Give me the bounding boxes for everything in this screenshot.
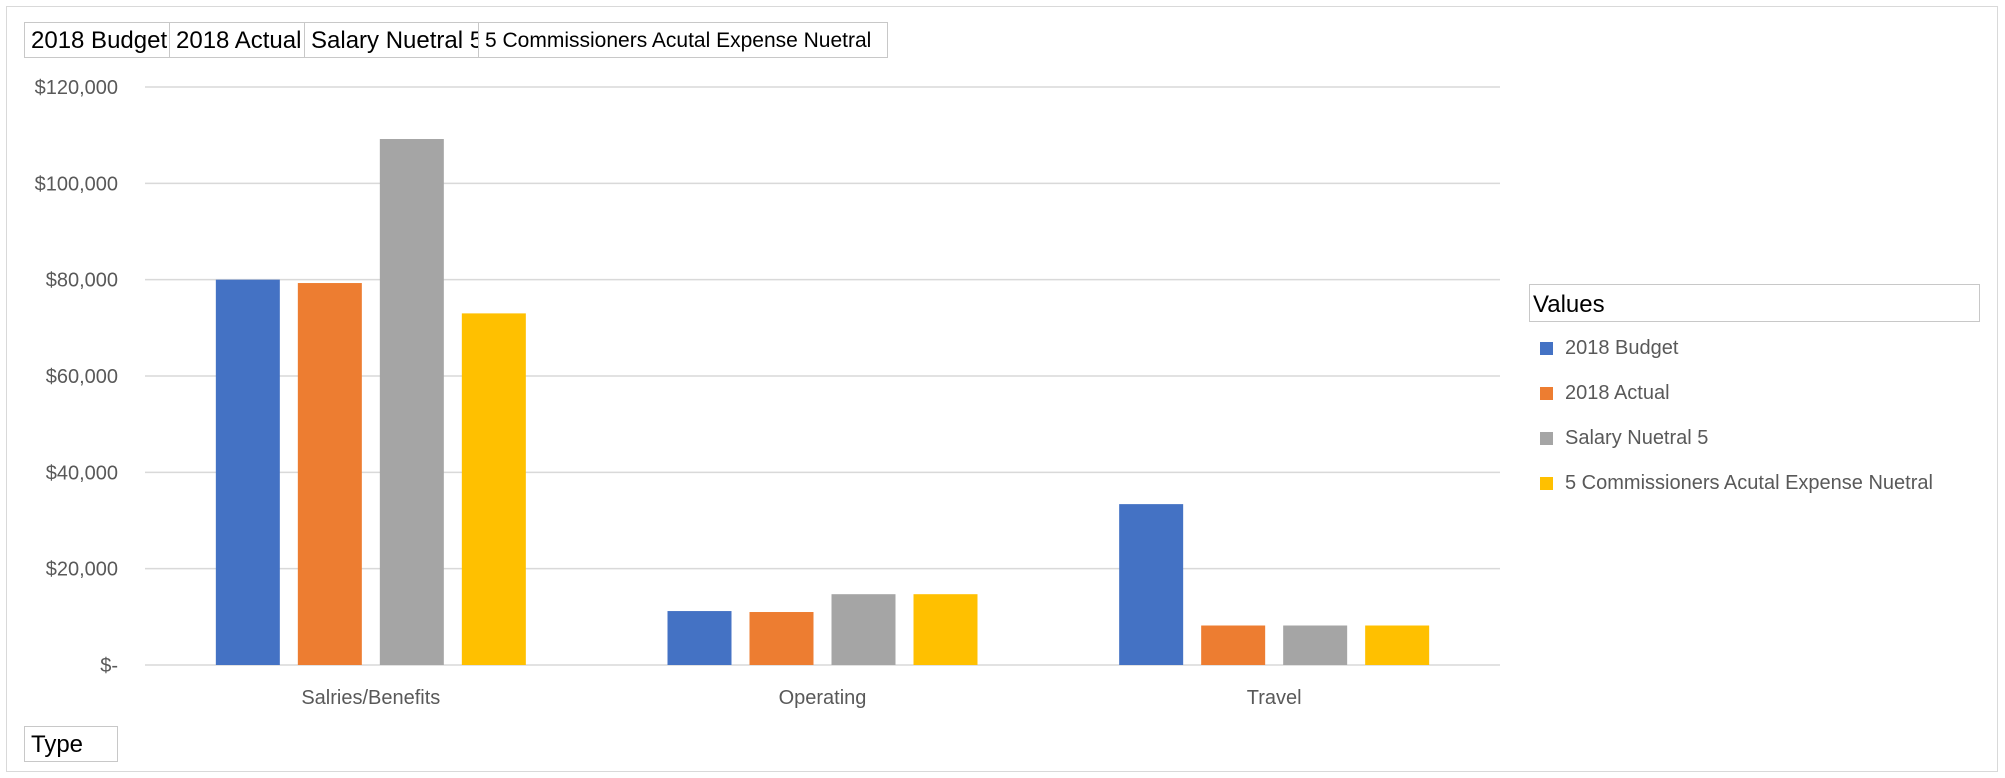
chart-area [6,6,1998,772]
field-button-2018-budget[interactable]: 2018 Budget [24,22,170,58]
field-button-salary-nuetral-5[interactable]: Salary Nuetral 5 [304,22,479,58]
legend-field-button[interactable]: Values [1529,284,1980,322]
legend-label: 2018 Actual [1565,382,1670,404]
legend-item[interactable]: 2018 Actual [1540,371,1933,416]
axis-field-button-type[interactable]: Type [24,726,118,762]
field-button-5-commissioners[interactable]: 5 Commissioners Acutal Expense Nuetral [478,22,888,58]
legend-item[interactable]: 5 Commissioners Acutal Expense Nuetral [1540,461,1933,506]
field-button-2018-actual[interactable]: 2018 Actual [169,22,305,58]
legend-swatch [1540,432,1553,445]
legend-swatch [1540,342,1553,355]
legend-item[interactable]: Salary Nuetral 5 [1540,416,1933,461]
legend: 2018 Budget 2018 Actual Salary Nuetral 5 5 … [1540,326,1933,506]
legend-swatch [1540,387,1553,400]
legend-swatch [1540,477,1553,490]
legend-label: 2018 Budget [1565,337,1679,359]
legend-label: 5 Commissioners Acutal Expense Nuetral [1565,472,1933,494]
legend-item[interactable]: 2018 Budget [1540,326,1933,371]
legend-label: Salary Nuetral 5 [1565,427,1709,449]
